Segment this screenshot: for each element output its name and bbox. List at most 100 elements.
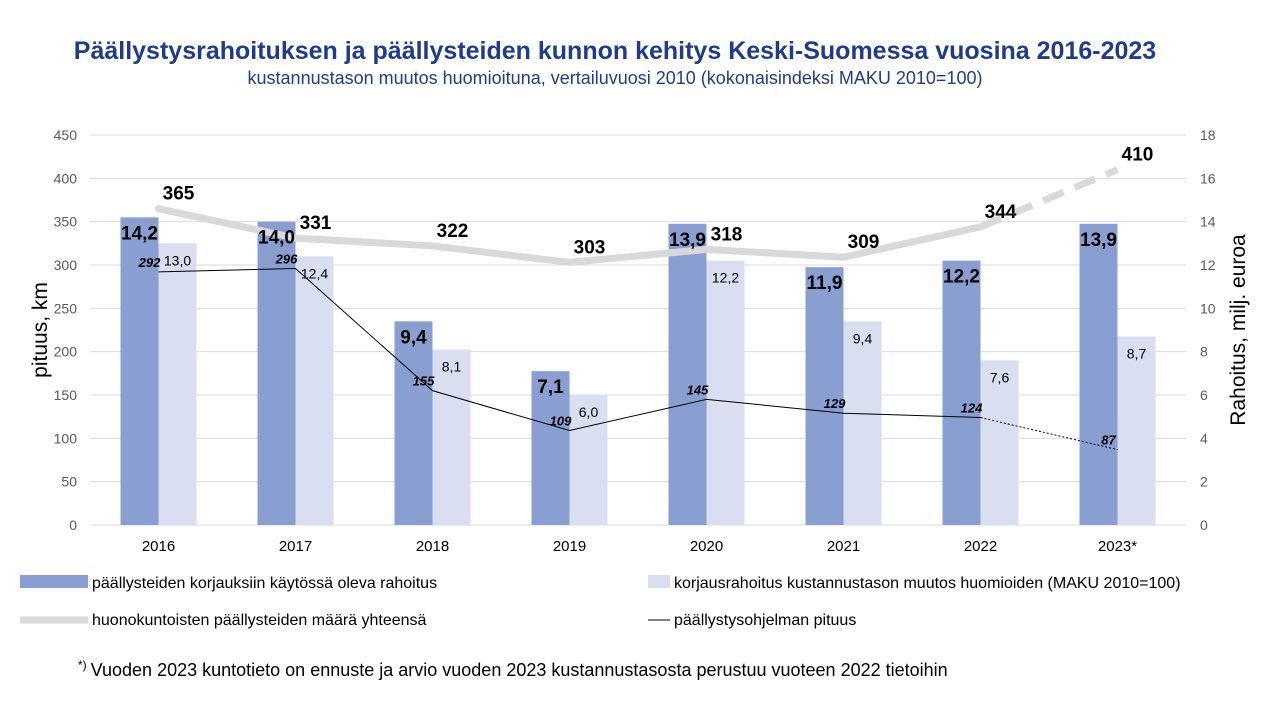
data-labels: 14,2 14,0 9,4 7,1 13,9 11,9 12,2 13,9 13,0 12,4 8,…	[121, 145, 1153, 448]
legend: päällysteiden korjauksiin käytössä oleva…	[20, 575, 1181, 629]
bar-maku	[843, 321, 882, 525]
label-maku: 8,1	[442, 359, 462, 375]
x-tick-label: 2018	[416, 538, 449, 555]
label-rahoitus: 13,9	[1080, 230, 1117, 251]
right-tick-label: 0	[1200, 517, 1208, 533]
left-tick-label: 300	[54, 257, 78, 273]
left-tick-label: 150	[54, 387, 78, 403]
lines	[155, 166, 1119, 451]
line-ohjelma	[158, 267, 981, 432]
chart-subtitle: kustannustason muutos huomioituna, verta…	[248, 68, 983, 88]
footnote: *) Vuoden 2023 kuntotieto on ennuste ja a…	[78, 658, 948, 680]
x-tick-label: 2021	[827, 538, 860, 555]
bar-rahoitus	[394, 321, 433, 525]
x-axis-ticks: 2016 2017 2018 2019 2020 2021 2022 2023*	[142, 538, 1137, 555]
label-ohjelma: 155	[413, 374, 435, 389]
label-rahoitus: 11,9	[807, 273, 843, 294]
right-tick-label: 8	[1200, 344, 1208, 360]
right-tick-label: 18	[1200, 127, 1216, 143]
label-maku: 13,0	[164, 252, 191, 268]
left-tick-label: 200	[54, 344, 78, 360]
label-maku: 8,7	[1127, 346, 1147, 362]
legend-label-rahoitus: päällysteiden korjauksiin käytössä oleva…	[92, 575, 437, 592]
label-maku: 9,4	[853, 330, 873, 346]
footnote-text: Vuoden 2023 kuntotieto on ennuste ja arv…	[91, 660, 948, 680]
label-maku: 6,0	[579, 404, 599, 420]
legend-swatch-rahoitus	[20, 575, 88, 588]
bar-rahoitus	[531, 371, 570, 525]
label-ohjelma: 87	[1101, 433, 1116, 448]
label-ohjelma: 124	[961, 401, 983, 416]
right-tick-label: 10	[1200, 300, 1216, 316]
bar-maku	[569, 395, 608, 525]
bar-rahoitus	[120, 217, 159, 526]
line-ohjelma-forecast	[980, 417, 1118, 451]
line-huonokuntoiset	[155, 205, 984, 266]
left-tick-label: 350	[54, 214, 78, 230]
label-maku: 7,6	[990, 369, 1010, 385]
bar-maku	[1117, 336, 1156, 525]
chart-title: Päällystysrahoituksen ja päällysteiden k…	[74, 37, 1156, 65]
right-tick-label: 4	[1200, 430, 1208, 446]
right-tick-label: 16	[1200, 170, 1216, 186]
label-maku: 12,2	[712, 270, 739, 286]
label-rahoitus: 7,1	[537, 377, 564, 398]
bar-rahoitus	[668, 223, 707, 526]
x-tick-label: 2023*	[1098, 538, 1137, 555]
label-huonokuntoiset: 344	[985, 202, 1017, 223]
label-ohjelma: 145	[687, 382, 709, 397]
bar-rahoitus	[805, 267, 844, 525]
label-ohjelma: 109	[550, 414, 572, 429]
bar-maku	[432, 349, 471, 525]
bar-maku	[706, 260, 745, 525]
legend-swatch-maku	[648, 575, 670, 588]
footnote-mark: *)	[78, 658, 87, 672]
right-axis-ticks: 0 2 4 6 8 10 12 14 16 18	[1200, 127, 1216, 533]
right-tick-label: 2	[1200, 474, 1208, 490]
x-tick-label: 2017	[279, 538, 312, 555]
bar-rahoitus	[257, 221, 296, 525]
right-tick-label: 12	[1200, 257, 1216, 273]
label-huonokuntoiset: 303	[574, 237, 606, 258]
legend-label-maku: korjausrahoitus kustannustason muutos hu…	[674, 575, 1181, 592]
left-tick-label: 50	[61, 474, 77, 490]
left-axis-title: pituus, km	[29, 282, 52, 378]
bar-rahoitus	[1079, 223, 1118, 526]
label-huonokuntoiset: 309	[848, 232, 880, 253]
x-tick-label: 2020	[690, 538, 723, 555]
left-tick-label: 400	[54, 170, 78, 186]
label-rahoitus: 14,0	[258, 228, 295, 249]
label-huonokuntoiset: 410	[1122, 145, 1154, 166]
left-tick-label: 450	[54, 127, 78, 143]
right-tick-label: 6	[1200, 387, 1208, 403]
right-axis-title: Rahoitus, milj. euroa	[1227, 234, 1250, 426]
left-tick-label: 0	[69, 517, 77, 533]
bars	[120, 217, 1156, 526]
label-huonokuntoiset: 318	[711, 224, 743, 245]
label-ohjelma: 296	[275, 251, 298, 266]
left-tick-label: 100	[54, 430, 78, 446]
label-ohjelma: 292	[138, 255, 161, 270]
label-huonokuntoiset: 331	[300, 213, 332, 234]
left-tick-label: 250	[54, 300, 78, 316]
right-tick-label: 14	[1200, 214, 1216, 230]
label-huonokuntoiset: 322	[437, 221, 469, 242]
x-tick-label: 2016	[142, 538, 175, 555]
line-huonokuntoiset-forecast	[979, 166, 1119, 231]
bar-rahoitus	[942, 260, 981, 525]
gridlines	[90, 134, 1186, 526]
label-maku: 12,4	[301, 265, 328, 281]
legend-label-huonokuntoiset: huonokuntoisten päällysteiden määrä yhte…	[92, 612, 427, 629]
label-rahoitus: 12,2	[943, 267, 980, 288]
label-ohjelma: 129	[824, 396, 846, 411]
bar-maku	[980, 360, 1019, 525]
left-axis-ticks: 0 50 100 150 200 250 300 350 400 450	[54, 127, 78, 533]
x-tick-label: 2019	[553, 538, 586, 555]
legend-label-ohjelma: päällystysohjelman pituus	[674, 612, 856, 629]
label-rahoitus: 13,9	[669, 230, 706, 251]
label-rahoitus: 9,4	[400, 327, 427, 348]
bar-maku	[158, 243, 197, 526]
bar-maku	[295, 256, 334, 525]
x-tick-label: 2022	[964, 538, 997, 555]
